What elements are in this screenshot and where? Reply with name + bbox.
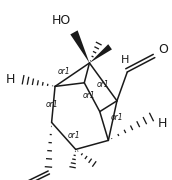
Text: O: O <box>158 43 168 56</box>
Text: or1: or1 <box>97 80 110 89</box>
Polygon shape <box>89 44 112 63</box>
Text: H: H <box>6 73 15 86</box>
Text: H: H <box>158 117 168 130</box>
Text: or1: or1 <box>68 130 80 140</box>
Text: or1: or1 <box>57 68 70 76</box>
Text: or1: or1 <box>111 112 123 122</box>
Text: or1: or1 <box>83 91 96 100</box>
Polygon shape <box>70 30 89 63</box>
Text: HO: HO <box>51 14 71 27</box>
Text: H: H <box>121 55 130 65</box>
Text: or1: or1 <box>45 100 58 109</box>
